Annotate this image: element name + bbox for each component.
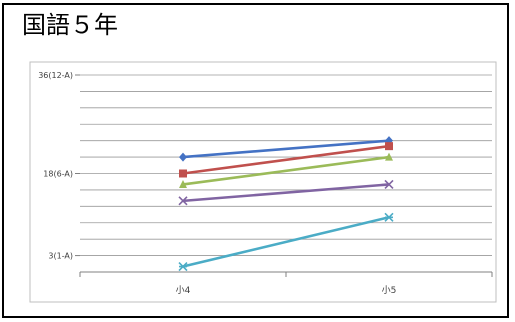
y-tick-label: 18(6-A) [43,170,73,179]
data-point-x [178,196,188,206]
series-line [182,216,390,268]
series-4 [178,179,394,206]
data-point-diamond [179,152,187,162]
plot-area-border [29,61,497,303]
data-point-triangle [179,179,187,188]
y-tick-label: 3(1-A) [48,252,73,261]
series-3 [179,152,393,188]
series-2 [179,142,393,178]
data-point-square [179,169,187,178]
series-line [182,155,390,186]
data-point-star [384,212,394,222]
series-line [182,144,390,175]
x-tick-label: 小4 [176,285,191,296]
data-point-star [178,261,188,272]
data-point-square [385,142,393,151]
x-tick-label: 小5 [382,285,397,296]
page-title: 国語５年 [22,11,118,39]
y-tick-label: 36(12-A) [38,71,73,80]
data-point-triangle [385,152,393,161]
data-point-x [384,179,394,190]
series-line [182,139,390,159]
series-line [182,183,390,203]
series-5 [178,212,394,272]
